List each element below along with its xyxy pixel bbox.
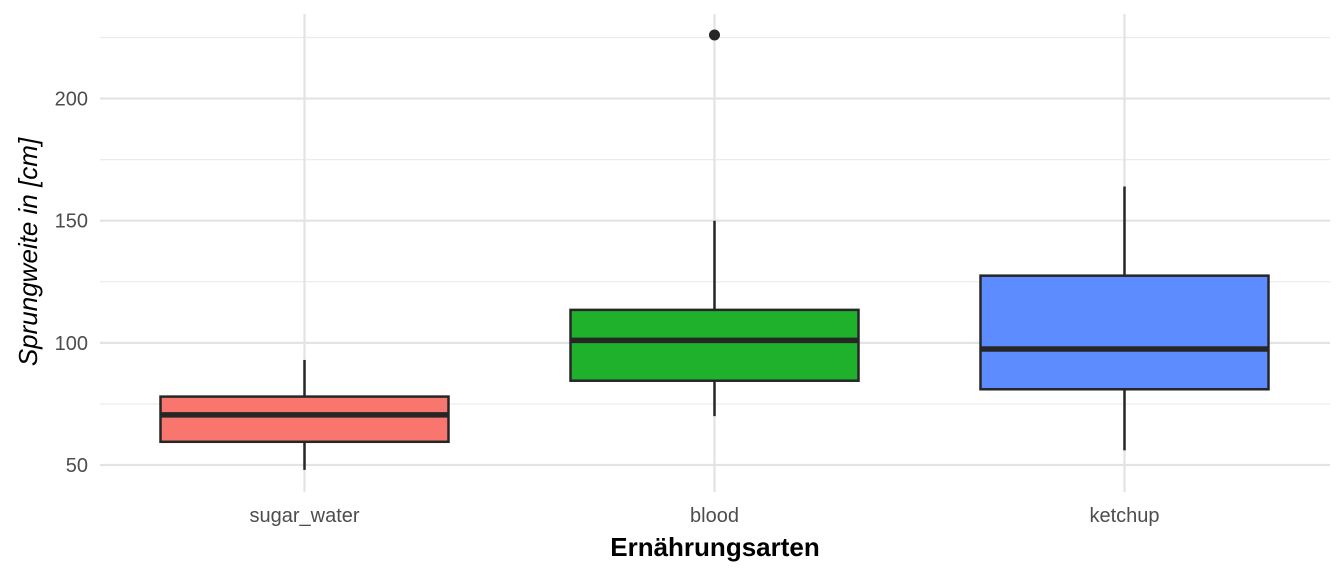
box-body [979, 274, 1270, 391]
y-tick-label: 150 [55, 211, 88, 233]
x-tick-label: sugar_water [249, 505, 359, 527]
y-axis-title: Sprungweite in [cm] [13, 137, 43, 366]
box-sugar_water [159, 359, 450, 470]
y-tick-label: 200 [55, 89, 88, 111]
x-axis-title: Ernährungsarten [610, 532, 820, 562]
box-body [569, 308, 860, 382]
box-ketchup [979, 186, 1270, 451]
x-tick-label: blood [690, 505, 739, 527]
boxes [159, 29, 1270, 470]
outlier-point [709, 29, 720, 41]
x-tick-label: ketchup [1089, 505, 1159, 527]
y-tick-label: 50 [66, 455, 88, 477]
box-blood [569, 29, 860, 417]
y-tick-label: 100 [55, 333, 88, 355]
y-axis-ticks: 50 100 150 200 [55, 89, 88, 477]
x-axis-ticks: sugar_water blood ketchup [249, 505, 1159, 527]
box-body [159, 395, 450, 444]
